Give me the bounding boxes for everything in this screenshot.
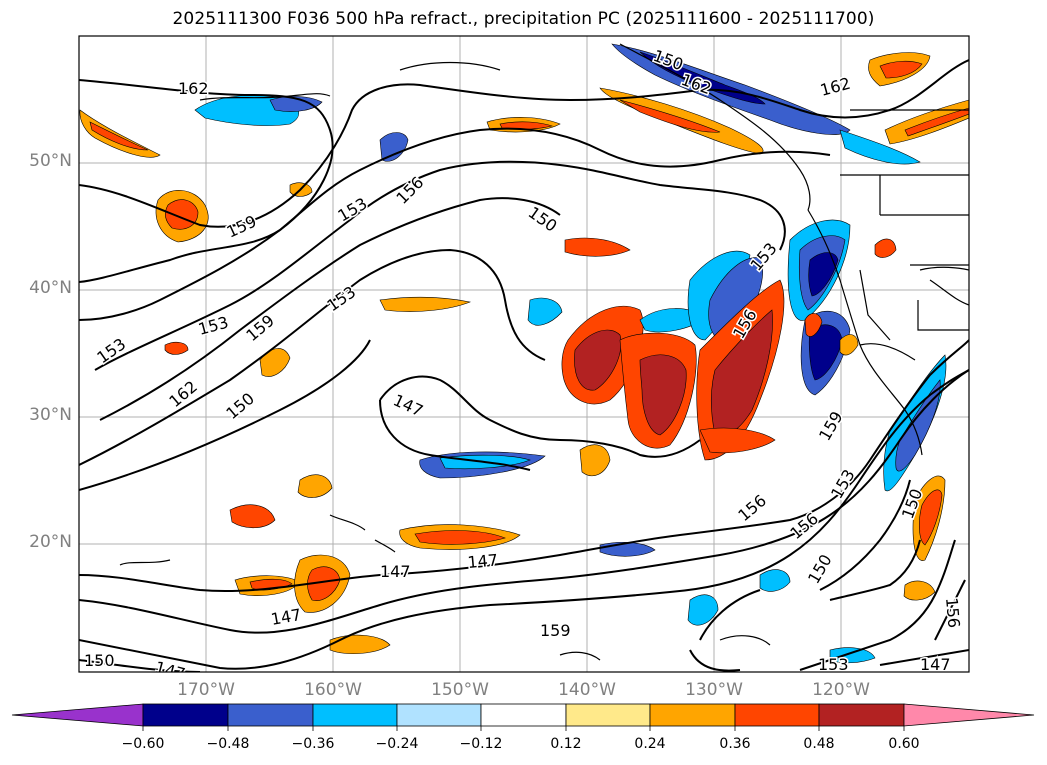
colorbar-tick-label: −0.12 [459,736,503,752]
contour-label: 153 [818,655,849,674]
contour-label: 162 [178,79,209,98]
colorbar-tick-label: 0.24 [634,736,666,752]
contour-label: 147 [920,655,951,674]
lon-tick-label: 120°W [812,680,870,700]
figure-title: 2025111300 F036 500 hPa refract., precip… [172,9,875,29]
lat-tick-label: 20°N [29,532,72,552]
lon-tick-label: 150°W [431,680,489,700]
colorbar-bin [734,703,820,727]
contour-label: 147 [269,605,302,629]
colorbar-tick-label: −0.60 [121,736,165,752]
colorbar-bin [480,703,567,727]
contour-label: 147 [380,562,411,581]
lon-tick-label: 140°W [558,680,616,700]
colorbar-tick-label: 0.48 [803,736,835,752]
colorbar-bin [227,703,314,727]
colorbar [11,703,1035,731]
lon-tick-label: 160°W [304,680,362,700]
coastlines [119,43,969,661]
colorbar-bin [312,703,398,727]
contour-label: 147 [467,550,499,572]
colorbar-bin [649,703,736,727]
contour-label: 150 [84,651,115,670]
lon-tick-label: 130°W [685,680,743,700]
colorbar-extend-min [11,703,144,727]
contour-lines [79,59,969,672]
map-frame [78,35,970,673]
colorbar-tick-label: 0.12 [550,736,582,752]
colorbar-extend-max [903,703,1035,727]
lat-tick-label: 50°N [29,151,72,171]
colorbar-bin [396,703,482,727]
colorbar-tick-label: 0.36 [719,736,751,752]
lat-tick-label: 40°N [29,278,72,298]
colorbar-tick-label: −0.48 [206,736,250,752]
precip-shading [79,43,969,664]
colorbar-bin [565,703,651,727]
colorbar-bin [142,703,229,727]
lon-tick-label: 170°W [177,680,235,700]
contour-label: 159 [540,621,571,640]
colorbar-tick-label: 0.60 [888,736,920,752]
lat-tick-label: 30°N [29,405,72,425]
colorbar-bin [818,703,905,727]
colorbar-tick-label: −0.36 [291,736,335,752]
colorbar-tick-label: −0.24 [375,736,419,752]
contour-label: 156 [942,597,964,629]
